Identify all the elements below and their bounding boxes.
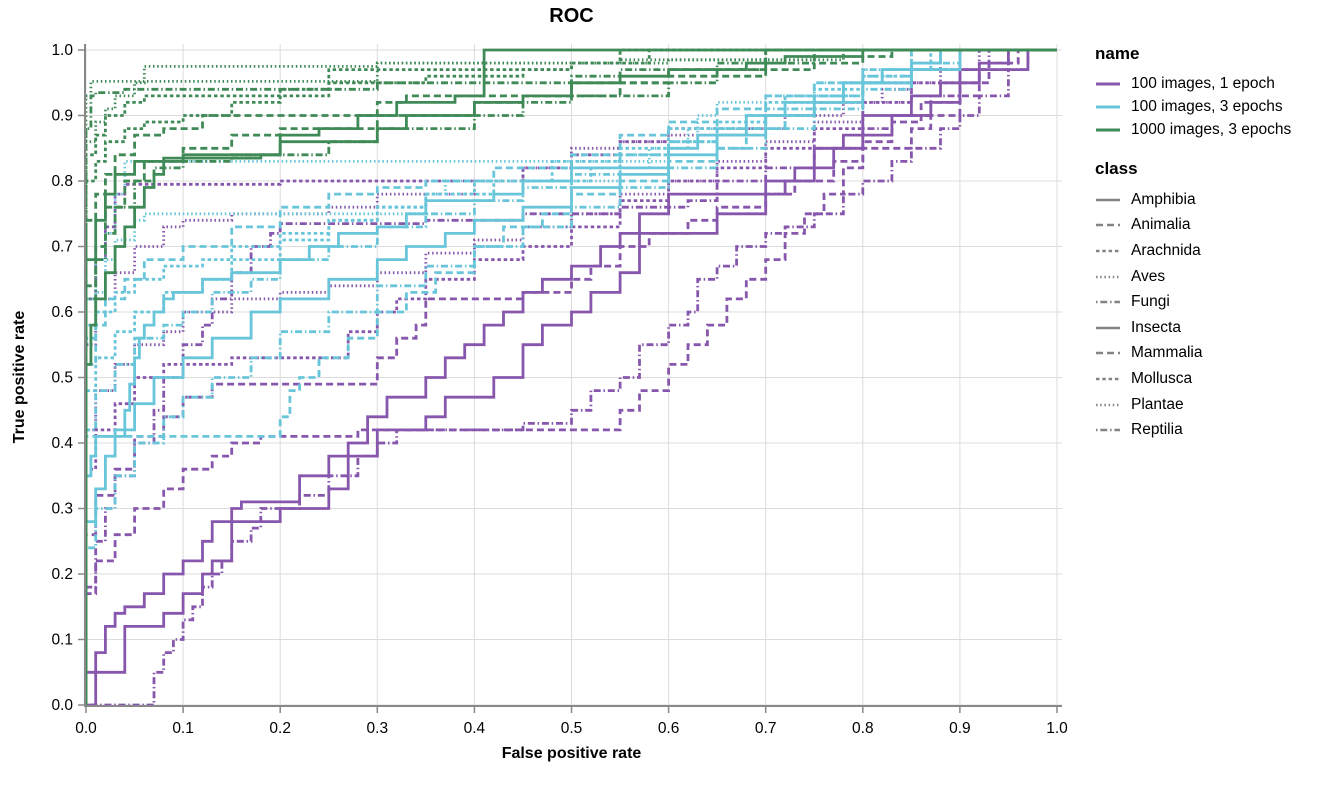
roc-curve-plantae — [85, 48, 1057, 705]
chart-title: ROC — [549, 5, 594, 27]
legend-item-label: Mollusca — [1131, 369, 1193, 387]
legend-item: Plantae — [1095, 392, 1335, 418]
x-tick-label: 1.0 — [1046, 720, 1068, 737]
legend-item: 1000 images, 3 epochs — [1095, 118, 1335, 141]
roc-curve-mollusca — [85, 48, 1057, 705]
roc-curve-fungi — [85, 48, 1057, 705]
y-tick-label: 0.4 — [51, 435, 73, 452]
legend-swatch-line — [1096, 352, 1120, 355]
y-tick-label: 0.9 — [51, 108, 73, 125]
legend-swatch-line — [1096, 326, 1120, 330]
x-tick-label: 0.3 — [367, 720, 389, 737]
roc-curve-amphibia — [85, 48, 1057, 705]
roc-curve-plantae — [85, 48, 1057, 705]
legend-item: 100 images, 3 epochs — [1095, 95, 1335, 118]
roc-curve-arachnida — [85, 48, 1057, 705]
legend-item-label: 100 images, 1 epoch — [1131, 74, 1275, 92]
y-tick-label: 0.8 — [51, 173, 73, 190]
legend-swatch-line — [1096, 377, 1120, 381]
legend-swatch-line — [1096, 403, 1120, 406]
legend-item-label: Animalia — [1131, 216, 1191, 234]
x-tick-label: 0.4 — [464, 720, 486, 737]
legend-class-title: class — [1095, 159, 1138, 178]
x-tick-label: 0.2 — [269, 720, 291, 737]
legend-swatch-line — [1096, 105, 1120, 108]
y-tick-label: 0.2 — [51, 566, 73, 583]
legend-item: Animalia — [1095, 213, 1335, 239]
legend-name-items: 100 images, 1 epoch 100 images, 3 epochs 1… — [1095, 72, 1335, 141]
x-tick-label: 0.9 — [949, 720, 971, 737]
legend-swatch-line — [1096, 428, 1120, 432]
y-tick-label: 0.6 — [51, 304, 73, 321]
legend-swatch-line — [1096, 275, 1120, 278]
legend-item-label: Plantae — [1131, 395, 1184, 413]
roc-curve-plantae — [85, 48, 1057, 705]
roc-curve-aves — [85, 48, 1057, 705]
legend-item-label: Insecta — [1131, 318, 1181, 336]
legend-swatch-line — [1096, 249, 1120, 253]
y-tick-label: 0.0 — [51, 697, 73, 714]
x-axis-title: False positive rate — [501, 745, 642, 762]
x-tick-label: 0.1 — [172, 720, 194, 737]
legend-item-label: Amphibia — [1131, 190, 1196, 208]
legend-item-label: 100 images, 3 epochs — [1131, 97, 1283, 115]
legend-item-label: Arachnida — [1131, 241, 1201, 259]
x-tick-label: 0.0 — [75, 720, 97, 737]
x-tick-label: 0.5 — [561, 720, 583, 737]
legend-item-label: Fungi — [1131, 293, 1170, 311]
legend-item: Arachnida — [1095, 238, 1335, 264]
y-tick-label: 0.5 — [51, 370, 73, 387]
roc-curve-animalia — [85, 48, 1057, 705]
roc-curve-arachnida — [85, 48, 1057, 705]
legend-swatch-line — [1096, 128, 1120, 131]
roc-curve-amphibia — [85, 48, 1057, 705]
roc-curve-reptilia — [85, 48, 1057, 705]
legend-class-items: Amphibia Animalia Arachnida Aves Fungi Insect… — [1095, 187, 1335, 443]
legend-name-title: name — [1095, 44, 1140, 63]
legend-item-label: 1000 images, 3 epochs — [1131, 120, 1292, 138]
legend-item: Insecta — [1095, 315, 1335, 341]
y-tick-label: 0.3 — [51, 501, 73, 518]
legend-swatch-line — [1096, 224, 1120, 227]
legend-item-label: Mammalia — [1131, 344, 1203, 362]
legend-item-label: Aves — [1131, 267, 1166, 285]
legend-item: Aves — [1095, 264, 1335, 290]
roc-curve-insecta — [86, 48, 1057, 706]
y-tick-label: 1.0 — [51, 42, 73, 59]
legend: name 100 images, 1 epoch 100 images, 3 ep… — [1095, 44, 1335, 443]
legend-item: Mammalia — [1095, 341, 1335, 367]
roc-curve-mollusca — [85, 48, 1057, 705]
x-tick-label: 0.7 — [755, 720, 777, 737]
y-tick-label: 0.1 — [51, 632, 73, 649]
roc-curve-mammalia — [85, 48, 1057, 705]
legend-item: Fungi — [1095, 289, 1335, 315]
roc-curve-aves — [85, 48, 1057, 705]
y-axis-title: True positive rate — [11, 310, 28, 444]
legend-item: 100 images, 1 epoch — [1095, 72, 1335, 95]
legend-item: Mollusca — [1095, 366, 1335, 392]
legend-item: Amphibia — [1095, 187, 1335, 213]
legend-swatch-line — [1096, 300, 1120, 304]
legend-item-label: Reptilia — [1131, 421, 1183, 439]
legend-swatch-line — [1096, 82, 1120, 85]
y-tick-label: 0.7 — [51, 239, 73, 256]
roc-curve-fungi — [86, 48, 1057, 706]
roc-curve-reptilia — [85, 48, 1057, 705]
x-tick-label: 0.6 — [658, 720, 680, 737]
legend-item: Reptilia — [1095, 417, 1335, 443]
x-tick-label: 0.8 — [852, 720, 874, 737]
legend-swatch-line — [1096, 198, 1120, 202]
